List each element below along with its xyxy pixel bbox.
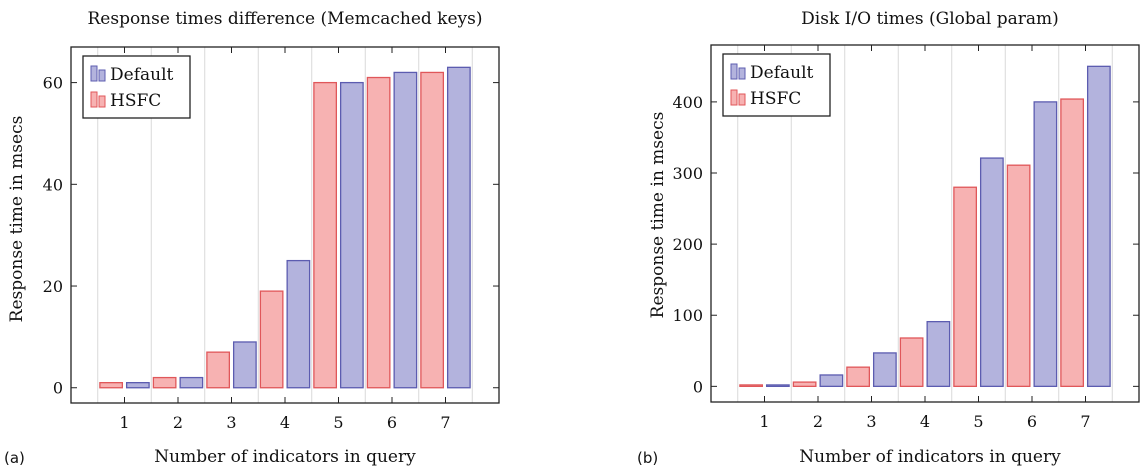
bar-hsfc-1 — [739, 384, 764, 388]
x-tick-label: 6 — [387, 413, 397, 432]
y-tick-label: 400 — [672, 93, 703, 112]
x-tick-label: 2 — [173, 413, 183, 432]
y-tick-label: 60 — [43, 74, 63, 93]
legend-label-hsfc: HSFC — [750, 89, 801, 109]
bar-default-1 — [765, 384, 790, 388]
legend-swatch-default — [730, 63, 738, 80]
y-tick-label: 0 — [693, 377, 703, 396]
plot-area: 0 100 200 300 400 1 2 3 4 5 6 7 Default HSFC — [672, 44, 1140, 431]
y-tick-label: 0 — [53, 379, 63, 398]
bar-hsfc-7 — [420, 71, 445, 389]
legend-swatch-hsfc — [730, 89, 738, 106]
plot-area: 0 20 40 60 1 2 3 4 5 6 7 Default HSFC — [43, 46, 500, 432]
legend: Default HSFC — [722, 53, 831, 117]
x-tick-label: 5 — [973, 412, 983, 431]
bar-default-7 — [446, 66, 471, 389]
y-tick-label: 40 — [43, 175, 63, 194]
bar-default-2 — [179, 376, 204, 389]
bar-hsfc-5 — [313, 81, 338, 389]
bar-default-6 — [1033, 101, 1058, 388]
bar-hsfc-1 — [99, 382, 124, 389]
bar-hsfc-2 — [152, 376, 177, 389]
x-tick-label: 7 — [1080, 412, 1090, 431]
x-axis-label: Number of indicators in query — [799, 447, 1061, 467]
bar-hsfc-4 — [899, 337, 924, 388]
bar-default-6 — [393, 71, 418, 389]
bar-hsfc-4 — [259, 290, 284, 389]
bar-default-3 — [872, 352, 897, 388]
legend-swatch-hsfc — [98, 95, 106, 108]
bar-default-4 — [926, 320, 951, 388]
chart-title: Response times difference (Memcached key… — [87, 9, 482, 29]
bar-default-5 — [339, 81, 364, 389]
bar-default-2 — [819, 374, 844, 388]
x-tick-label: 1 — [119, 413, 129, 432]
x-tick-label: 2 — [813, 412, 823, 431]
legend-box — [82, 55, 191, 119]
legend: Default HSFC — [82, 55, 191, 119]
x-tick-label: 4 — [280, 413, 290, 432]
y-tick-label: 200 — [672, 235, 703, 254]
bar-default-7 — [1086, 65, 1111, 388]
legend-label-hsfc: HSFC — [110, 91, 161, 111]
y-tick-label: 300 — [672, 164, 703, 183]
bar-default-1 — [125, 382, 150, 389]
legend-box — [722, 53, 831, 117]
bar-hsfc-6 — [1006, 164, 1031, 388]
bar-default-4 — [286, 259, 311, 389]
chart-title: Disk I/O times (Global param) — [801, 9, 1059, 29]
panel-label: (a) — [4, 449, 25, 467]
x-tick-label: 3 — [226, 413, 236, 432]
bar-hsfc-5 — [953, 186, 978, 388]
legend-swatch-default — [98, 69, 106, 82]
bar-hsfc-3 — [206, 351, 231, 389]
y-tick-label: 20 — [43, 277, 63, 296]
x-axis-label: Number of indicators in query — [154, 447, 416, 467]
x-tick-label: 1 — [759, 412, 769, 431]
bar-hsfc-3 — [846, 366, 871, 388]
legend-swatch-default — [738, 67, 746, 80]
x-tick-label: 7 — [440, 413, 450, 432]
y-tick-label: 100 — [672, 306, 703, 325]
bar-default-3 — [232, 341, 257, 389]
chart-panel-b: Disk I/O times (Global param) Response t… — [637, 9, 1140, 467]
bar-hsfc-6 — [366, 76, 391, 389]
x-tick-label: 6 — [1027, 412, 1037, 431]
legend-swatch-hsfc — [90, 91, 98, 108]
bar-default-5 — [979, 157, 1004, 388]
x-tick-label: 3 — [866, 412, 876, 431]
legend-label-default: Default — [750, 63, 814, 83]
x-tick-label: 5 — [333, 413, 343, 432]
y-axis-label: Response time in msecs — [648, 112, 668, 319]
chart-panel-a: Response times difference (Memcached key… — [4, 9, 500, 467]
legend-swatch-hsfc — [738, 93, 746, 106]
x-tick-label: 4 — [920, 412, 930, 431]
legend-label-default: Default — [110, 65, 174, 85]
legend-swatch-default — [90, 65, 98, 82]
y-axis-label: Response time in msecs — [7, 116, 27, 323]
panel-label: (b) — [637, 449, 658, 467]
bar-hsfc-2 — [792, 381, 817, 388]
bar-hsfc-7 — [1060, 98, 1085, 388]
